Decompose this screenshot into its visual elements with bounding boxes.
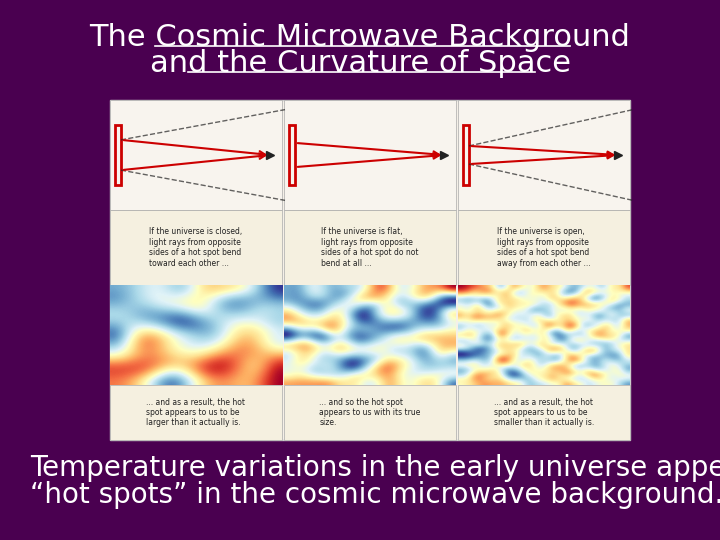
Bar [115, 125, 121, 185]
Text: ... and so the hot spot
appears to us with its true
size.: ... and so the hot spot appears to us wi… [319, 397, 420, 427]
Text: Temperature variations in the early universe appear as: Temperature variations in the early univ… [30, 454, 720, 482]
Text: ... and as a result, the hot
spot appears to us to be
smaller than it actually i: ... and as a result, the hot spot appear… [494, 397, 594, 427]
Bar [284, 100, 456, 210]
Text: (b): (b) [289, 367, 305, 377]
Text: If the universe is open,
light rays from opposite
sides of a hot spot bend
away : If the universe is open, light rays from… [498, 227, 591, 268]
Text: If the universe is flat,
light rays from opposite
sides of a hot spot do not
ben: If the universe is flat, light rays from… [321, 227, 419, 268]
Bar [458, 100, 630, 210]
Text: “hot spots” in the cosmic microwave background.: “hot spots” in the cosmic microwave back… [30, 481, 720, 509]
Text: (a): (a) [115, 367, 130, 377]
Bar [289, 125, 295, 185]
Text: (c): (c) [463, 367, 478, 377]
Bar [110, 100, 630, 440]
Bar [463, 125, 469, 185]
Text: and the Curvature of Space: and the Curvature of Space [150, 49, 570, 78]
Bar [458, 210, 630, 285]
Bar [110, 385, 282, 440]
Bar [458, 385, 630, 440]
Bar [110, 100, 282, 210]
Text: ... and as a result, the hot
spot appears to us to be
larger than it actually is: ... and as a result, the hot spot appear… [146, 397, 246, 427]
Bar [284, 385, 456, 440]
Text: If the universe is closed,
light rays from opposite
sides of a hot spot bend
tow: If the universe is closed, light rays fr… [149, 227, 243, 268]
Bar [110, 210, 282, 285]
Bar [284, 210, 456, 285]
Text: The Cosmic Microwave Background: The Cosmic Microwave Background [89, 23, 631, 51]
